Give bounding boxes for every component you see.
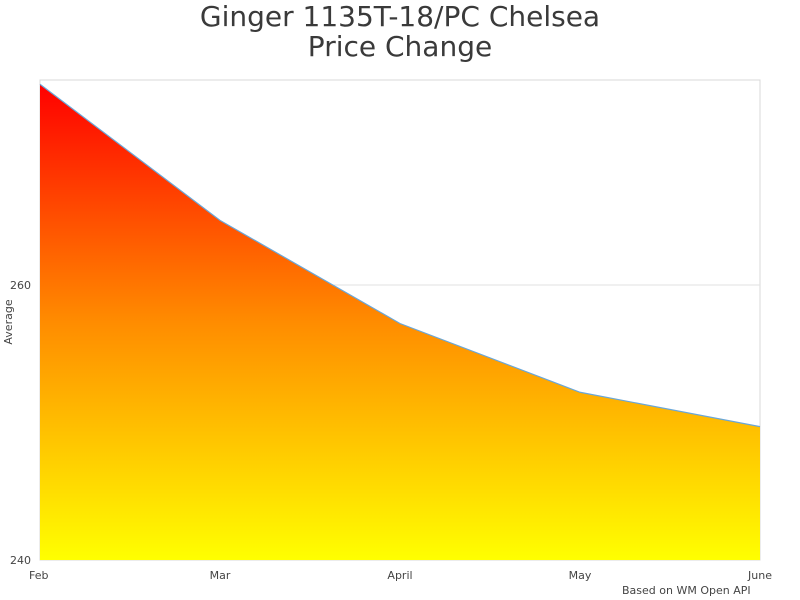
x-tick-label: May [569,569,592,582]
x-tick-label: April [387,569,412,582]
y-axis-ticks: 240 260 [10,279,31,567]
series-line [39,83,761,428]
area-fill [40,84,760,560]
x-tick-label: June [747,569,772,582]
chart-title-line1: Ginger 1135T-18/PC Chelsea [199,0,601,33]
chart-title-line2: Price Change [307,30,493,63]
y-tick-label: 260 [10,279,31,292]
y-axis-label: Average [2,299,15,344]
y-tick-label: 240 [10,554,31,567]
credit-text: Based on WM Open API [622,584,751,597]
chart-title: Ginger 1135T-18/PC Chelsea Price Change [0,0,800,62]
x-axis-ticks: Feb Mar April May June [29,569,772,582]
x-tick-label: Feb [29,569,48,582]
x-tick-label: Mar [210,569,231,582]
